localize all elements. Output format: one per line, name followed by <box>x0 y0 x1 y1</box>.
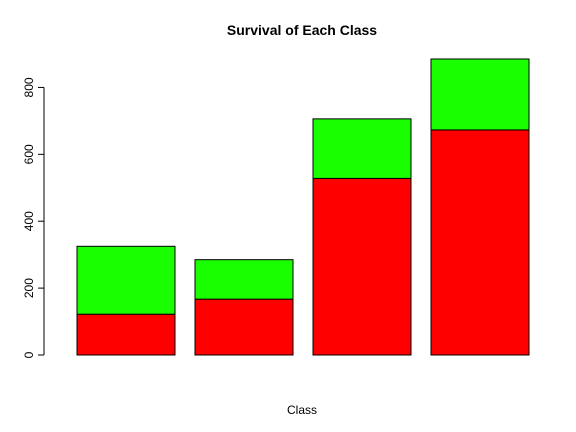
bar-2-segment-2 <box>194 259 294 300</box>
y-tick-label: 800 <box>22 77 36 97</box>
y-tick-label: 0 <box>22 351 36 358</box>
bar-3-segment-2 <box>312 118 412 179</box>
bar-1-segment-1 <box>76 313 176 356</box>
y-tick-label: 400 <box>22 211 36 231</box>
y-tick-label: 600 <box>22 144 36 164</box>
bar-4-segment-2 <box>430 58 530 131</box>
x-axis-label: Class <box>287 403 317 417</box>
bar-1-segment-2 <box>76 245 176 315</box>
chart-title: Survival of Each Class <box>227 22 377 38</box>
bar-3-segment-1 <box>312 177 412 356</box>
y-axis: 0 200 400 600 800 <box>22 77 45 358</box>
y-tick-label: 200 <box>22 278 36 298</box>
bars-group <box>76 58 530 356</box>
bar-4-segment-1 <box>430 129 530 356</box>
bar-2-segment-1 <box>194 298 294 356</box>
